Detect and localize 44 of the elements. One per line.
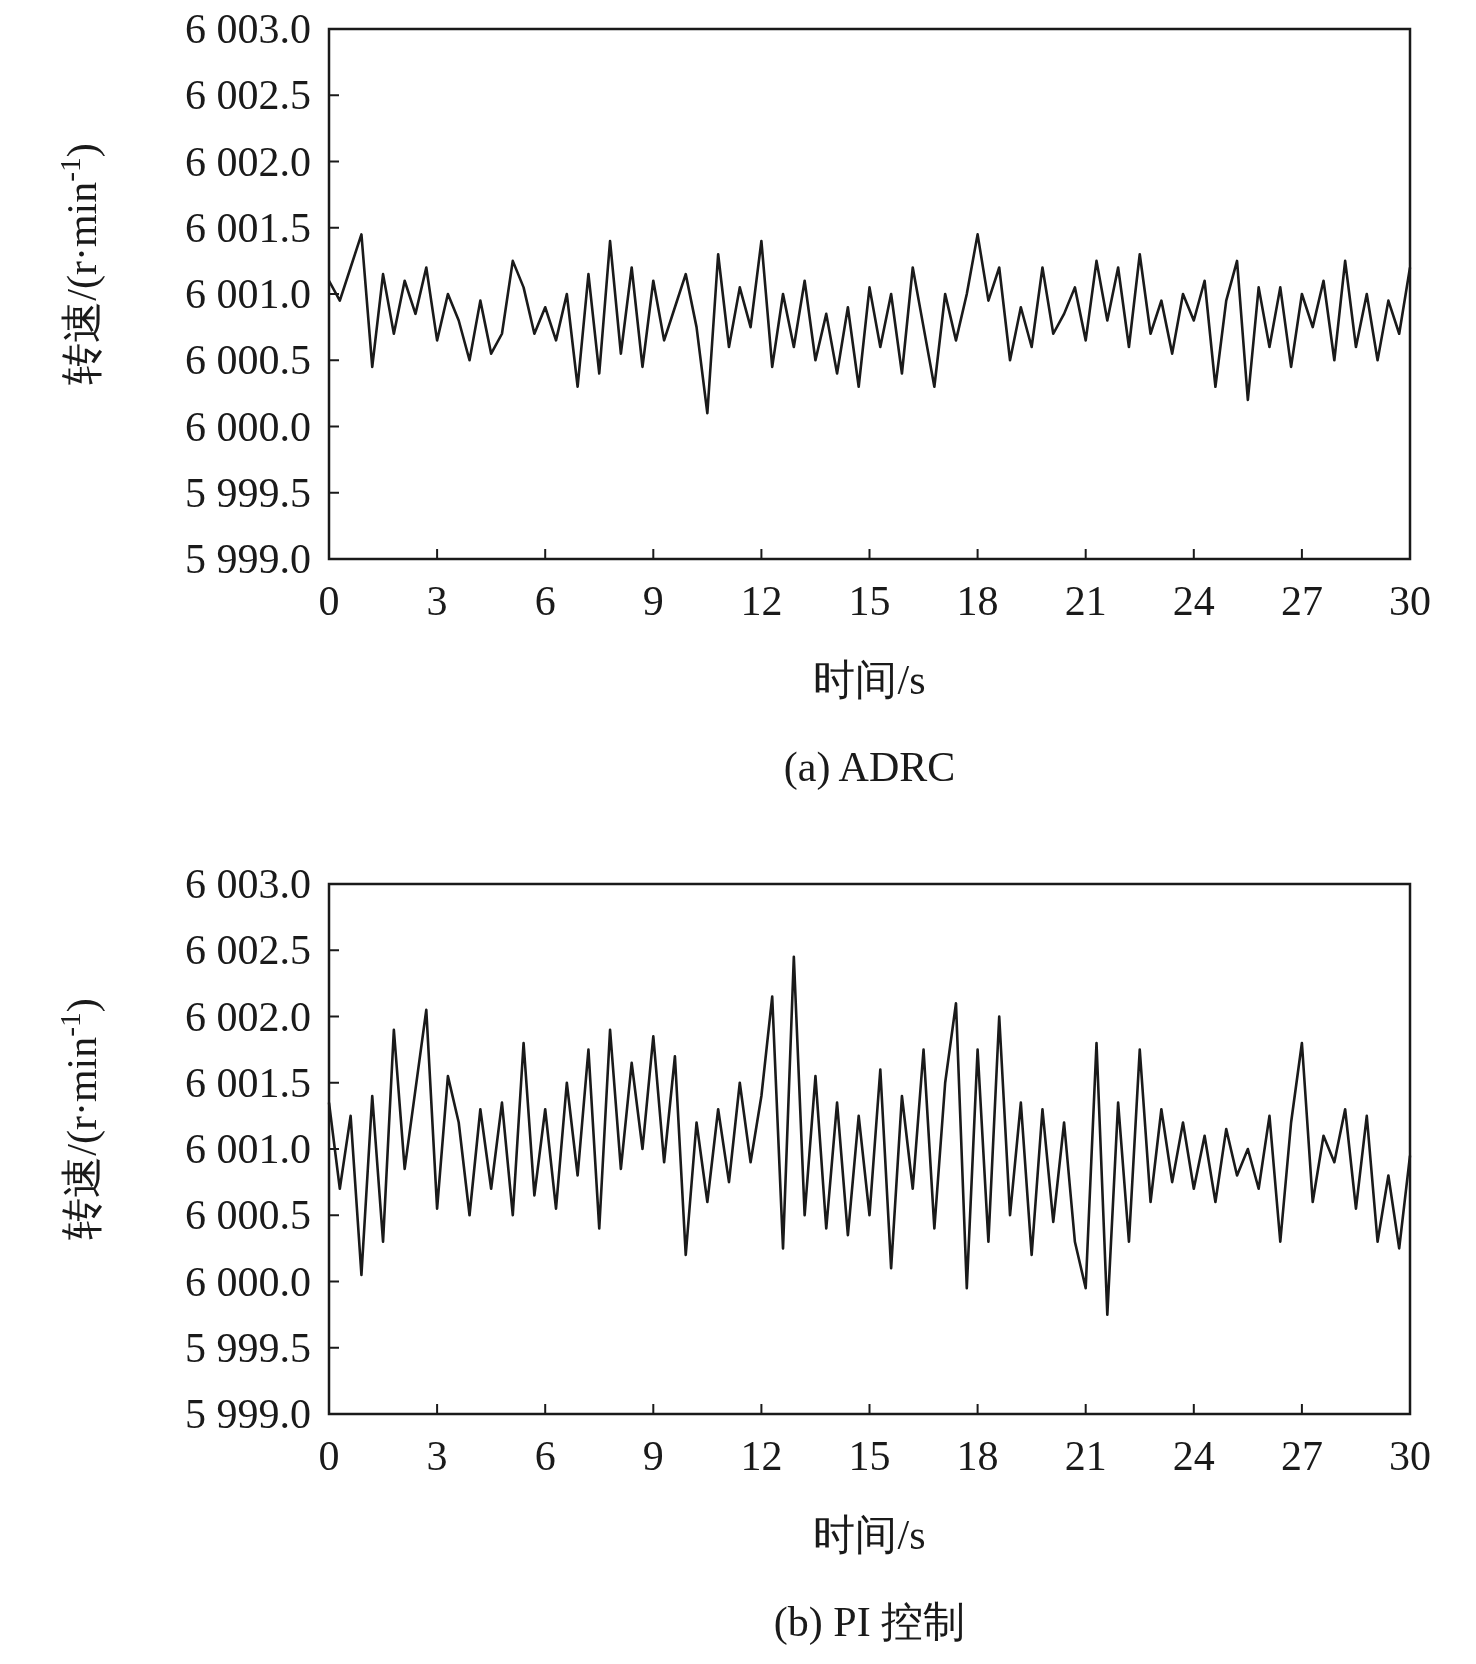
x-tick-label: 9 (642, 1433, 664, 1479)
x-tick-label: 21 (1064, 1433, 1107, 1479)
y-tick-label: 6 002.5 (185, 72, 311, 119)
x-tick-label: 12 (740, 1433, 783, 1479)
x-axis-title: 时间/s (813, 657, 926, 703)
y-tick-label: 5 999.5 (185, 1324, 311, 1371)
x-tick-label: 3 (426, 1433, 448, 1479)
y-tick-label: 6 002.0 (185, 993, 311, 1040)
x-tick-label: 6 (534, 1433, 556, 1479)
y-tick-label: 6 002.0 (185, 138, 311, 185)
x-tick-label: 0 (318, 578, 340, 624)
y-tick-label: 6 000.5 (185, 337, 311, 384)
x-tick-label: 18 (956, 578, 999, 624)
y-tick-label: 6 000.5 (185, 1192, 311, 1239)
text: (a) ADRC (783, 744, 956, 791)
y-tick-label: 6 001.5 (185, 1059, 311, 1106)
x-tick-label: 9 (642, 578, 664, 624)
y-tick-label: 6 002.5 (185, 927, 311, 974)
x-axis-title: 时间/s (813, 1512, 926, 1558)
x-tick-label: 0 (318, 1433, 340, 1479)
y-tick-label: 6 001.5 (185, 204, 311, 251)
y-tick-label: 6 000.0 (185, 1258, 311, 1305)
y-tick-label: 6 003.0 (185, 861, 311, 907)
x-tick-label: 12 (740, 578, 783, 624)
y-tick-label: 6 001.0 (185, 271, 311, 317)
text: (b) PI 控制 (773, 1599, 966, 1646)
x-tick-label: 15 (848, 1433, 891, 1479)
x-tick-label: 15 (848, 578, 891, 624)
x-tick-label: 27 (1280, 1433, 1323, 1479)
x-tick-label: 3 (426, 578, 448, 624)
x-tick-label: 30 (1389, 1433, 1431, 1479)
x-tick-label: 24 (1172, 578, 1215, 624)
y-tick-label: 5 999.5 (185, 469, 311, 516)
x-tick-label: 21 (1064, 578, 1107, 624)
y-tick-label: 6 000.0 (185, 403, 311, 450)
x-tick-label: 24 (1172, 1433, 1215, 1479)
y-tick-label: 5 999.0 (185, 1391, 311, 1437)
y-tick-label: 5 999.0 (185, 536, 311, 582)
x-tick-label: 27 (1280, 578, 1323, 624)
x-tick-label: 6 (534, 578, 556, 624)
y-tick-label: 6 003.0 (185, 6, 311, 52)
x-tick-label: 18 (956, 1433, 999, 1479)
x-tick-label: 30 (1389, 578, 1431, 624)
y-tick-label: 6 001.0 (185, 1126, 311, 1172)
